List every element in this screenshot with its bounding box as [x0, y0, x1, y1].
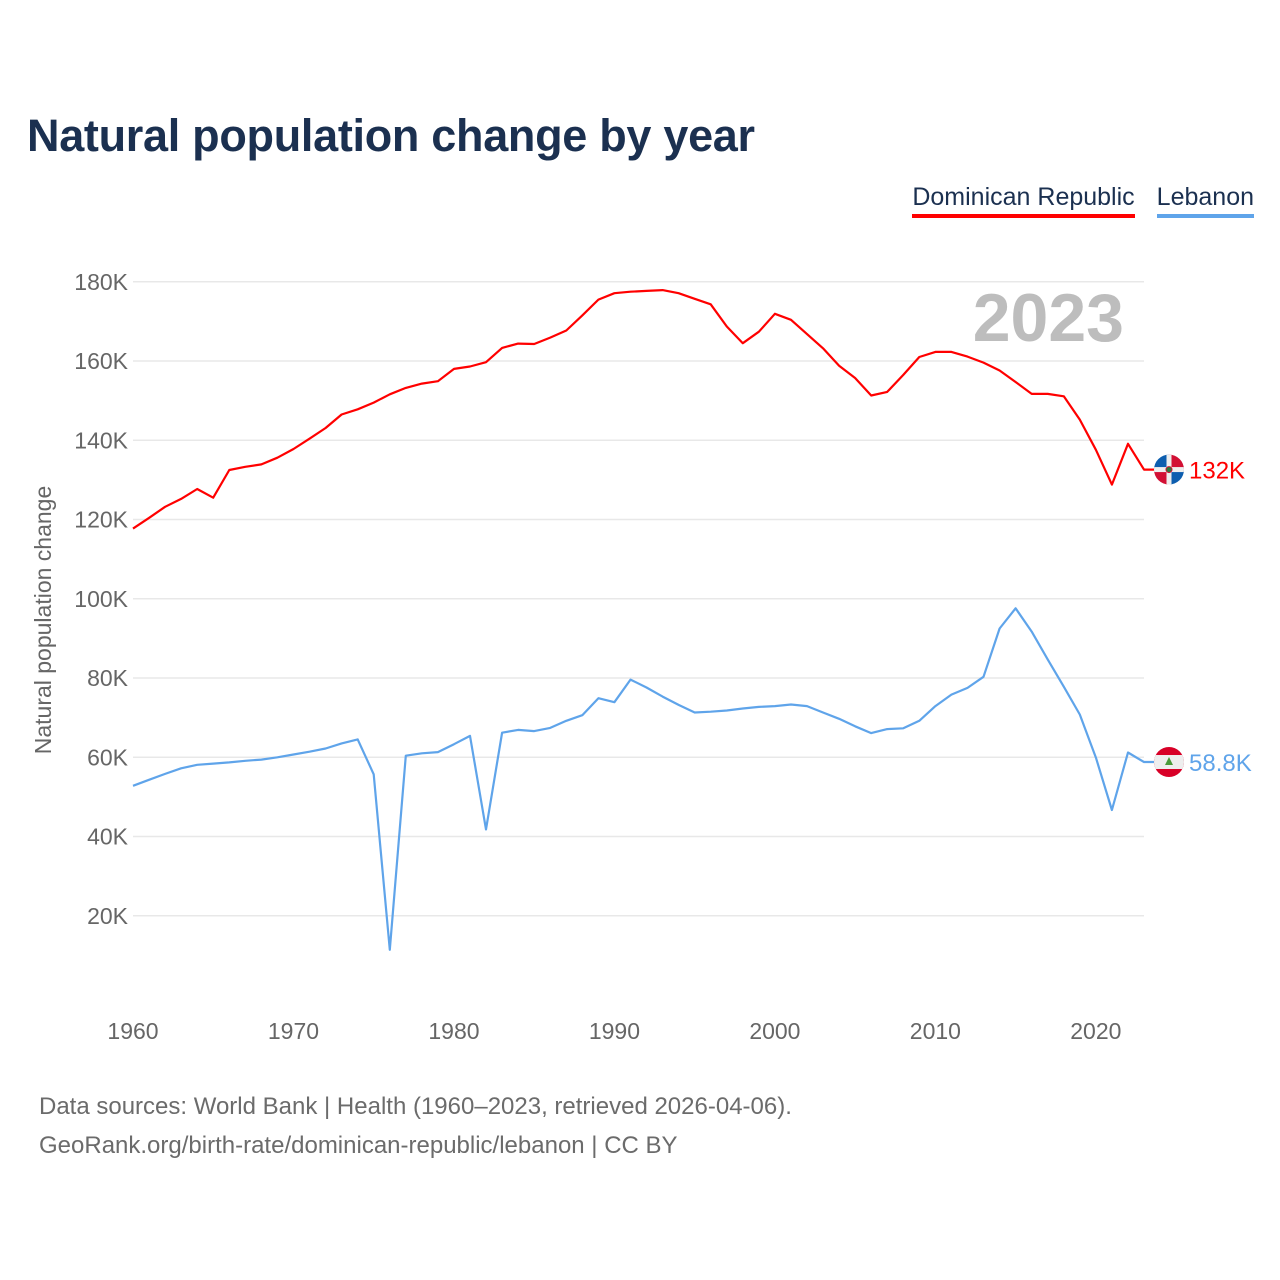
legend-item-lebanon[interactable]: Lebanon	[1156, 183, 1254, 218]
y-tick-label: 180K	[74, 269, 128, 295]
x-tick-label: 1980	[428, 1018, 479, 1044]
y-tick-label: 60K	[87, 744, 129, 770]
series-line-dominican-republic[interactable]	[132, 289, 1154, 530]
data-source-text: Data sources: World Bank | Health (1960–…	[39, 1093, 792, 1120]
legend: Dominican Republic Lebanon	[912, 183, 1254, 218]
lebanon-flag-icon	[1154, 747, 1184, 778]
y-tick-label: 80K	[87, 665, 129, 691]
y-axis-label: Natural population change	[30, 486, 56, 755]
dominican-republic-flag-icon	[1154, 454, 1184, 485]
x-tick-label: 1990	[589, 1018, 640, 1044]
x-tick-label: 1970	[268, 1018, 319, 1044]
chart-title: Natural population change by year	[27, 110, 755, 161]
y-tick-label: 160K	[74, 348, 128, 374]
x-tick-label: 2000	[749, 1018, 800, 1044]
footer: Data sources: World Bank | Health (1960–…	[39, 1087, 792, 1165]
y-tick-label: 120K	[74, 507, 128, 533]
legend-item-dominican-republic[interactable]: Dominican Republic	[912, 183, 1135, 218]
end-value-label: 132K	[1189, 458, 1245, 485]
x-tick-label: 2020	[1070, 1018, 1121, 1044]
x-tick-label: 2010	[910, 1018, 961, 1044]
year-watermark: 2023	[973, 280, 1124, 356]
source-link[interactable]: GeoRank.org/birth-rate/dominican-republi…	[39, 1132, 678, 1159]
y-tick-label: 40K	[87, 824, 129, 850]
series-line-lebanon[interactable]	[132, 607, 1154, 951]
y-tick-label: 140K	[74, 427, 128, 453]
y-tick-label: 100K	[74, 586, 128, 612]
y-tick-label: 20K	[87, 903, 129, 929]
x-tick-label: 1960	[107, 1018, 158, 1044]
end-value-label: 58.8K	[1189, 750, 1252, 777]
